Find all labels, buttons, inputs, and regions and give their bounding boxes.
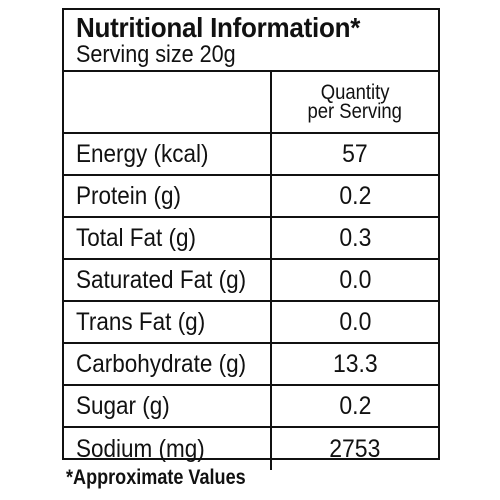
table-row: Energy (kcal) 57	[64, 134, 438, 176]
nutrition-title: Nutritional Information*	[76, 12, 361, 43]
table-row: Saturated Fat (g) 0.0	[64, 260, 438, 302]
nutrient-value: 0.3	[339, 223, 371, 252]
nutrient-label: Carbohydrate (g)	[64, 344, 272, 384]
nutrient-value: 0.0	[339, 307, 371, 336]
header-label-cell	[64, 72, 272, 132]
approximate-values-footnote: *Approximate Values	[66, 466, 246, 489]
nutrient-label: Sodium (mg)	[64, 428, 272, 470]
table-row: Sodium (mg) 2753	[64, 428, 438, 470]
column-header-quantity: Quantity per Serving	[272, 72, 438, 132]
column-header-line1: Quantity	[320, 81, 390, 104]
nutrient-label: Total Fat (g)	[64, 218, 272, 258]
nutrition-header: Nutritional Information* Serving size 20…	[64, 10, 438, 72]
nutrient-value: 0.0	[339, 265, 371, 294]
nutrient-value: 0.2	[339, 181, 371, 210]
serving-size: Serving size 20g	[76, 41, 236, 68]
table-header-row: Quantity per Serving	[64, 72, 438, 134]
column-header-line2: per Serving	[307, 100, 403, 123]
nutrient-label: Trans Fat (g)	[64, 302, 272, 342]
nutrient-label: Sugar (g)	[64, 386, 272, 426]
nutrient-value: 2753	[329, 434, 381, 463]
nutrient-value: 0.2	[339, 391, 371, 420]
nutrient-value: 13.3	[332, 349, 378, 378]
nutrient-label: Saturated Fat (g)	[64, 260, 272, 300]
table-row: Trans Fat (g) 0.0	[64, 302, 438, 344]
table-row: Carbohydrate (g) 13.3	[64, 344, 438, 386]
nutrition-table: Quantity per Serving Energy (kcal) 57 Pr…	[64, 72, 438, 470]
nutrition-facts-panel: Nutritional Information* Serving size 20…	[62, 8, 440, 470]
table-row: Protein (g) 0.2	[64, 176, 438, 218]
nutrient-label: Protein (g)	[64, 176, 272, 216]
table-row: Total Fat (g) 0.3	[64, 218, 438, 260]
nutrient-value: 57	[342, 139, 368, 168]
table-row: Sugar (g) 0.2	[64, 386, 438, 428]
nutrient-label: Energy (kcal)	[64, 134, 272, 174]
